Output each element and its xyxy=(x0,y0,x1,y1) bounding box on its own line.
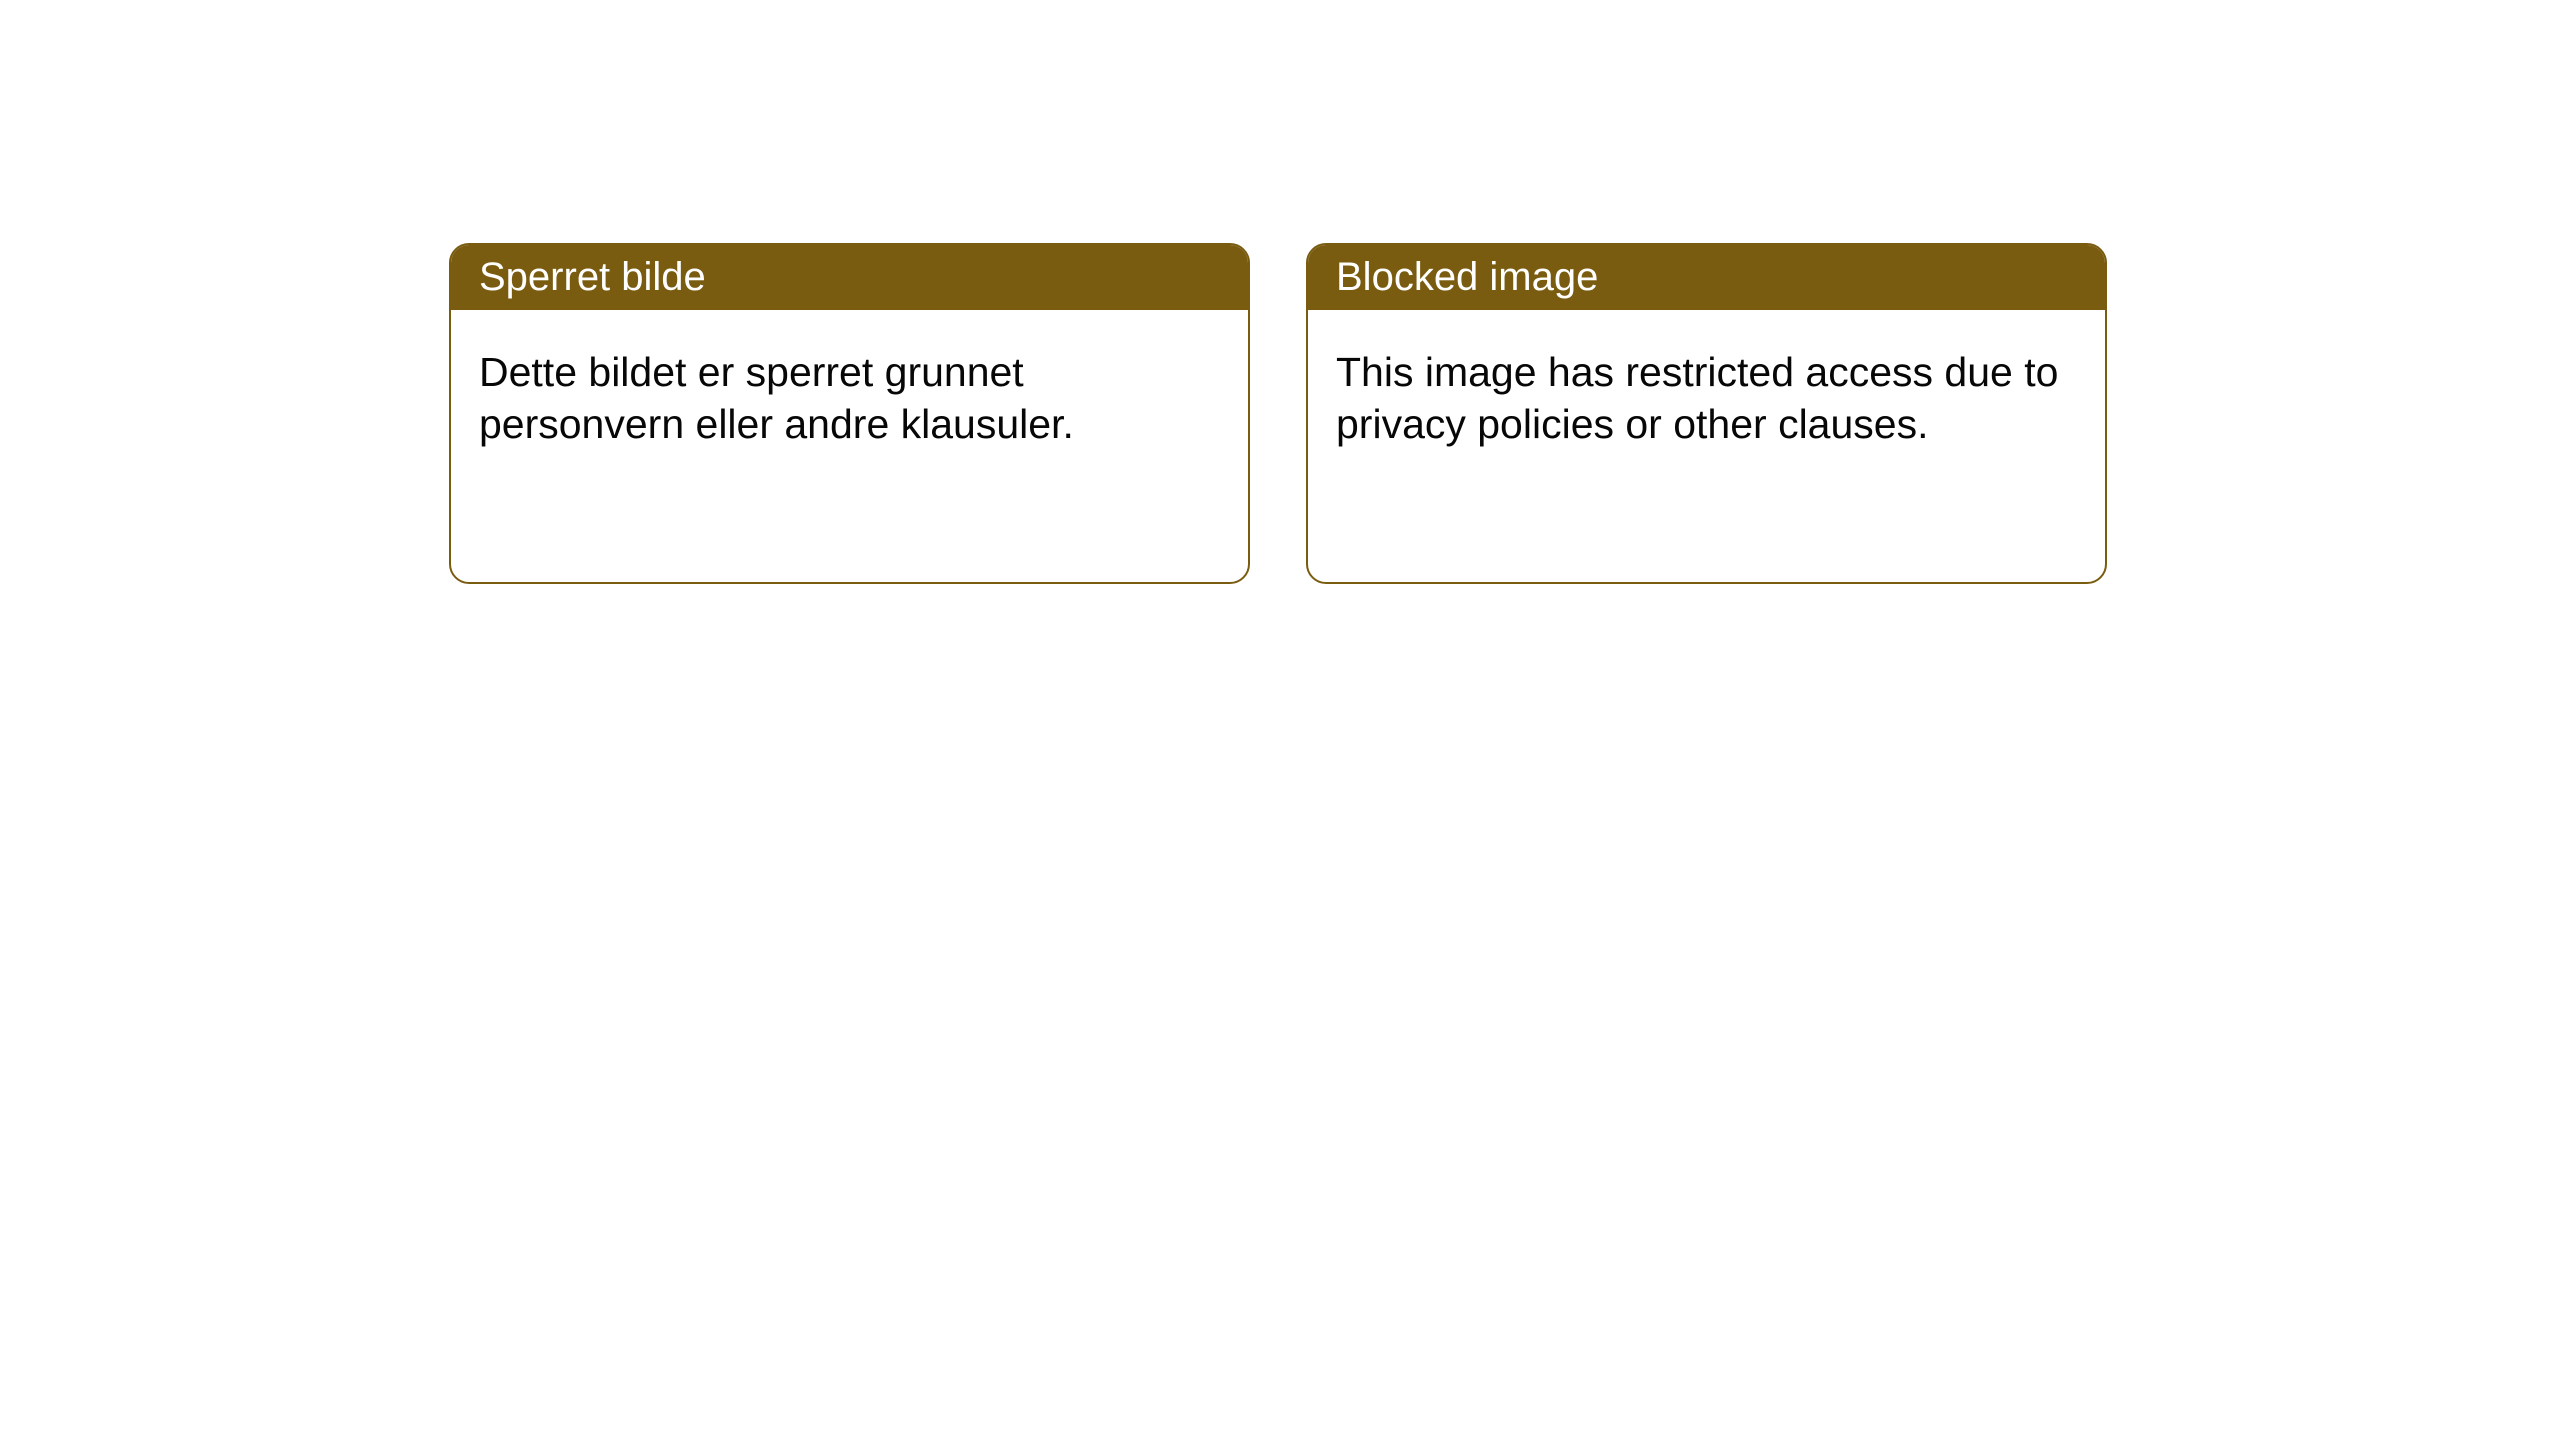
notice-card-body-text: This image has restricted access due to … xyxy=(1336,349,2058,447)
notice-card-english: Blocked image This image has restricted … xyxy=(1306,243,2107,584)
notice-card-header: Blocked image xyxy=(1308,245,2105,310)
notice-card-title: Sperret bilde xyxy=(479,255,706,299)
notice-card-header: Sperret bilde xyxy=(451,245,1248,310)
notice-card-body: Dette bildet er sperret grunnet personve… xyxy=(451,310,1248,582)
notice-card-body-text: Dette bildet er sperret grunnet personve… xyxy=(479,349,1074,447)
notice-cards-container: Sperret bilde Dette bildet er sperret gr… xyxy=(449,243,2107,584)
notice-card-title: Blocked image xyxy=(1336,255,1598,299)
notice-card-body: This image has restricted access due to … xyxy=(1308,310,2105,582)
notice-card-norwegian: Sperret bilde Dette bildet er sperret gr… xyxy=(449,243,1250,584)
